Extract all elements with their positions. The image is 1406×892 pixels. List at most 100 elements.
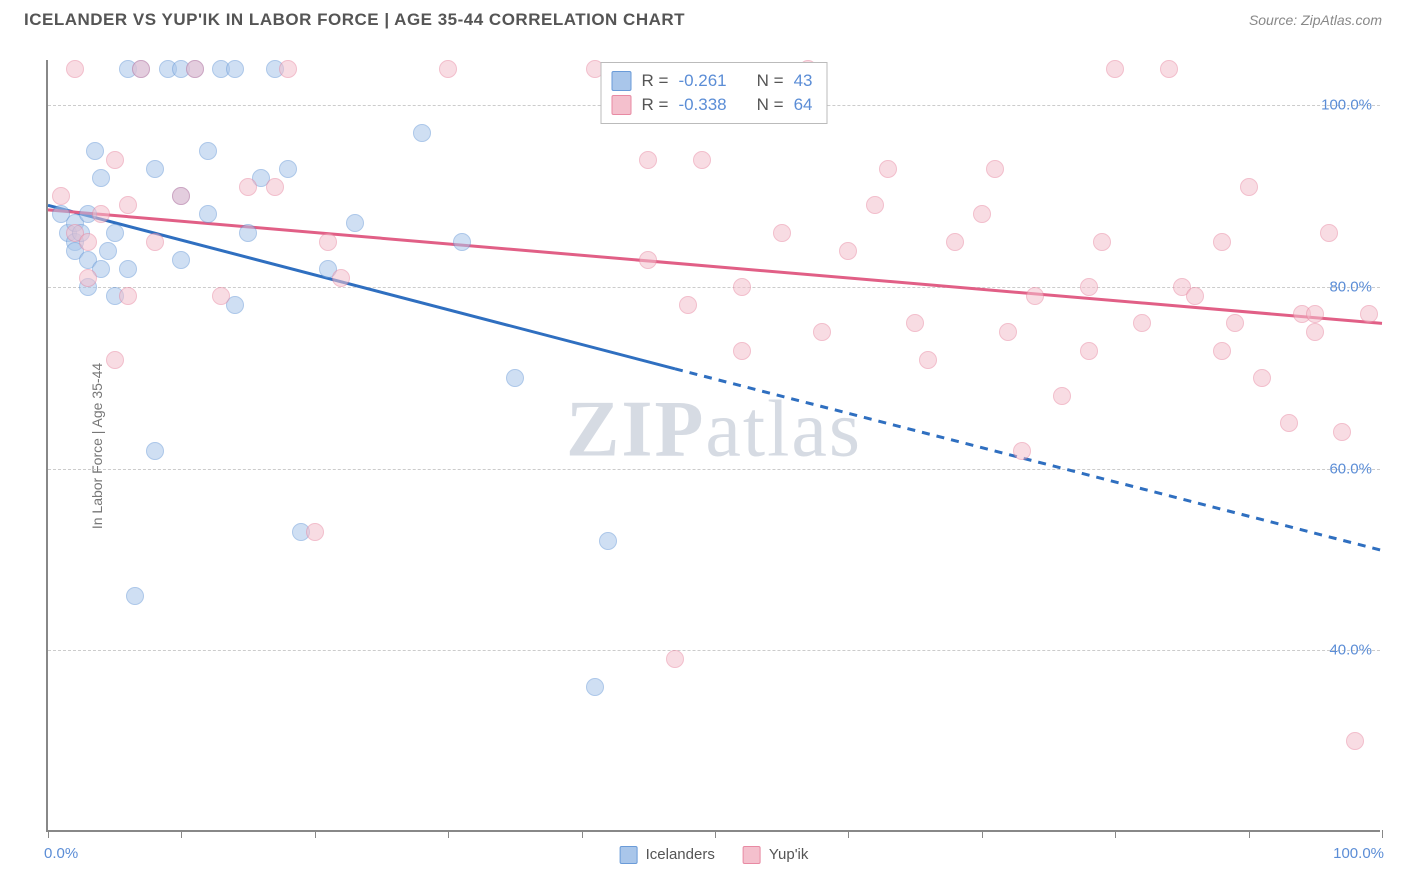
data-point	[1320, 224, 1338, 242]
x-tick	[48, 830, 49, 838]
data-point	[346, 214, 364, 232]
data-point	[506, 369, 524, 387]
source-attribution: Source: ZipAtlas.com	[1249, 12, 1382, 28]
data-point	[226, 60, 244, 78]
data-point	[106, 351, 124, 369]
data-point	[319, 233, 337, 251]
data-point	[946, 233, 964, 251]
data-point	[733, 278, 751, 296]
data-point	[186, 60, 204, 78]
data-point	[119, 287, 137, 305]
data-point	[106, 151, 124, 169]
data-point	[839, 242, 857, 260]
data-point	[666, 650, 684, 668]
watermark: ZIPatlas	[566, 384, 862, 475]
data-point	[1240, 178, 1258, 196]
data-point	[1026, 287, 1044, 305]
data-point	[266, 178, 284, 196]
data-point	[413, 124, 431, 142]
x-tick	[582, 830, 583, 838]
data-point	[119, 196, 137, 214]
data-point	[1253, 369, 1271, 387]
data-point	[986, 160, 1004, 178]
x-axis-max-label: 100.0%	[1333, 845, 1384, 862]
data-point	[92, 205, 110, 223]
y-tick-label: 60.0%	[1329, 460, 1372, 477]
data-point	[119, 260, 137, 278]
data-point	[813, 323, 831, 341]
data-point	[1213, 342, 1231, 360]
legend-row-icelanders: R = -0.261 N = 43	[612, 69, 813, 93]
correlation-legend: R = -0.261 N = 43 R = -0.338 N = 64	[601, 62, 828, 124]
data-point	[1306, 323, 1324, 341]
y-tick-label: 100.0%	[1321, 97, 1372, 114]
data-point	[919, 351, 937, 369]
data-point	[1080, 342, 1098, 360]
chart-plot-area: ZIPatlas 40.0%60.0%80.0%100.0% R = -0.26…	[46, 60, 1380, 832]
data-point	[199, 205, 217, 223]
data-point	[1306, 305, 1324, 323]
data-point	[439, 60, 457, 78]
data-point	[773, 224, 791, 242]
trend-line	[675, 369, 1382, 551]
x-tick	[1249, 830, 1250, 838]
data-point	[86, 142, 104, 160]
y-tick-label: 40.0%	[1329, 642, 1372, 659]
data-point	[586, 678, 604, 696]
data-point	[66, 60, 84, 78]
gridline	[48, 650, 1380, 651]
data-point	[1133, 314, 1151, 332]
legend-swatch-icon	[620, 846, 638, 864]
data-point	[199, 142, 217, 160]
x-tick	[448, 830, 449, 838]
data-point	[679, 296, 697, 314]
data-point	[239, 224, 257, 242]
legend-row-yupik: R = -0.338 N = 64	[612, 93, 813, 117]
data-point	[973, 205, 991, 223]
series-legend: Icelanders Yup'ik	[620, 846, 809, 864]
data-point	[1346, 732, 1364, 750]
legend-item-icelanders: Icelanders	[620, 846, 715, 864]
data-point	[212, 287, 230, 305]
data-point	[879, 160, 897, 178]
data-point	[733, 342, 751, 360]
r-value-yupik: -0.338	[678, 95, 726, 115]
data-point	[639, 151, 657, 169]
n-value-yupik: 64	[794, 95, 813, 115]
data-point	[1213, 233, 1231, 251]
data-point	[146, 442, 164, 460]
trend-lines	[48, 60, 1380, 830]
watermark-zip: ZIP	[566, 385, 705, 473]
data-point	[1226, 314, 1244, 332]
r-value-icelanders: -0.261	[678, 71, 726, 91]
data-point	[639, 251, 657, 269]
legend-item-yupik: Yup'ik	[743, 846, 809, 864]
data-point	[1013, 442, 1031, 460]
data-point	[279, 160, 297, 178]
data-point	[1333, 423, 1351, 441]
data-point	[866, 196, 884, 214]
data-point	[239, 178, 257, 196]
data-point	[1280, 414, 1298, 432]
data-point	[306, 523, 324, 541]
n-label: N =	[757, 95, 784, 115]
data-point	[52, 187, 70, 205]
x-tick	[982, 830, 983, 838]
data-point	[906, 314, 924, 332]
data-point	[106, 224, 124, 242]
data-point	[1093, 233, 1111, 251]
legend-swatch-icelanders	[612, 71, 632, 91]
data-point	[599, 532, 617, 550]
data-point	[132, 60, 150, 78]
data-point	[1360, 305, 1378, 323]
data-point	[146, 233, 164, 251]
x-tick	[848, 830, 849, 838]
x-tick	[315, 830, 316, 838]
data-point	[79, 233, 97, 251]
legend-swatch-icon	[743, 846, 761, 864]
data-point	[1080, 278, 1098, 296]
legend-swatch-yupik	[612, 95, 632, 115]
x-axis-min-label: 0.0%	[44, 845, 78, 862]
r-label: R =	[642, 71, 669, 91]
chart-title: ICELANDER VS YUP'IK IN LABOR FORCE | AGE…	[24, 10, 685, 30]
